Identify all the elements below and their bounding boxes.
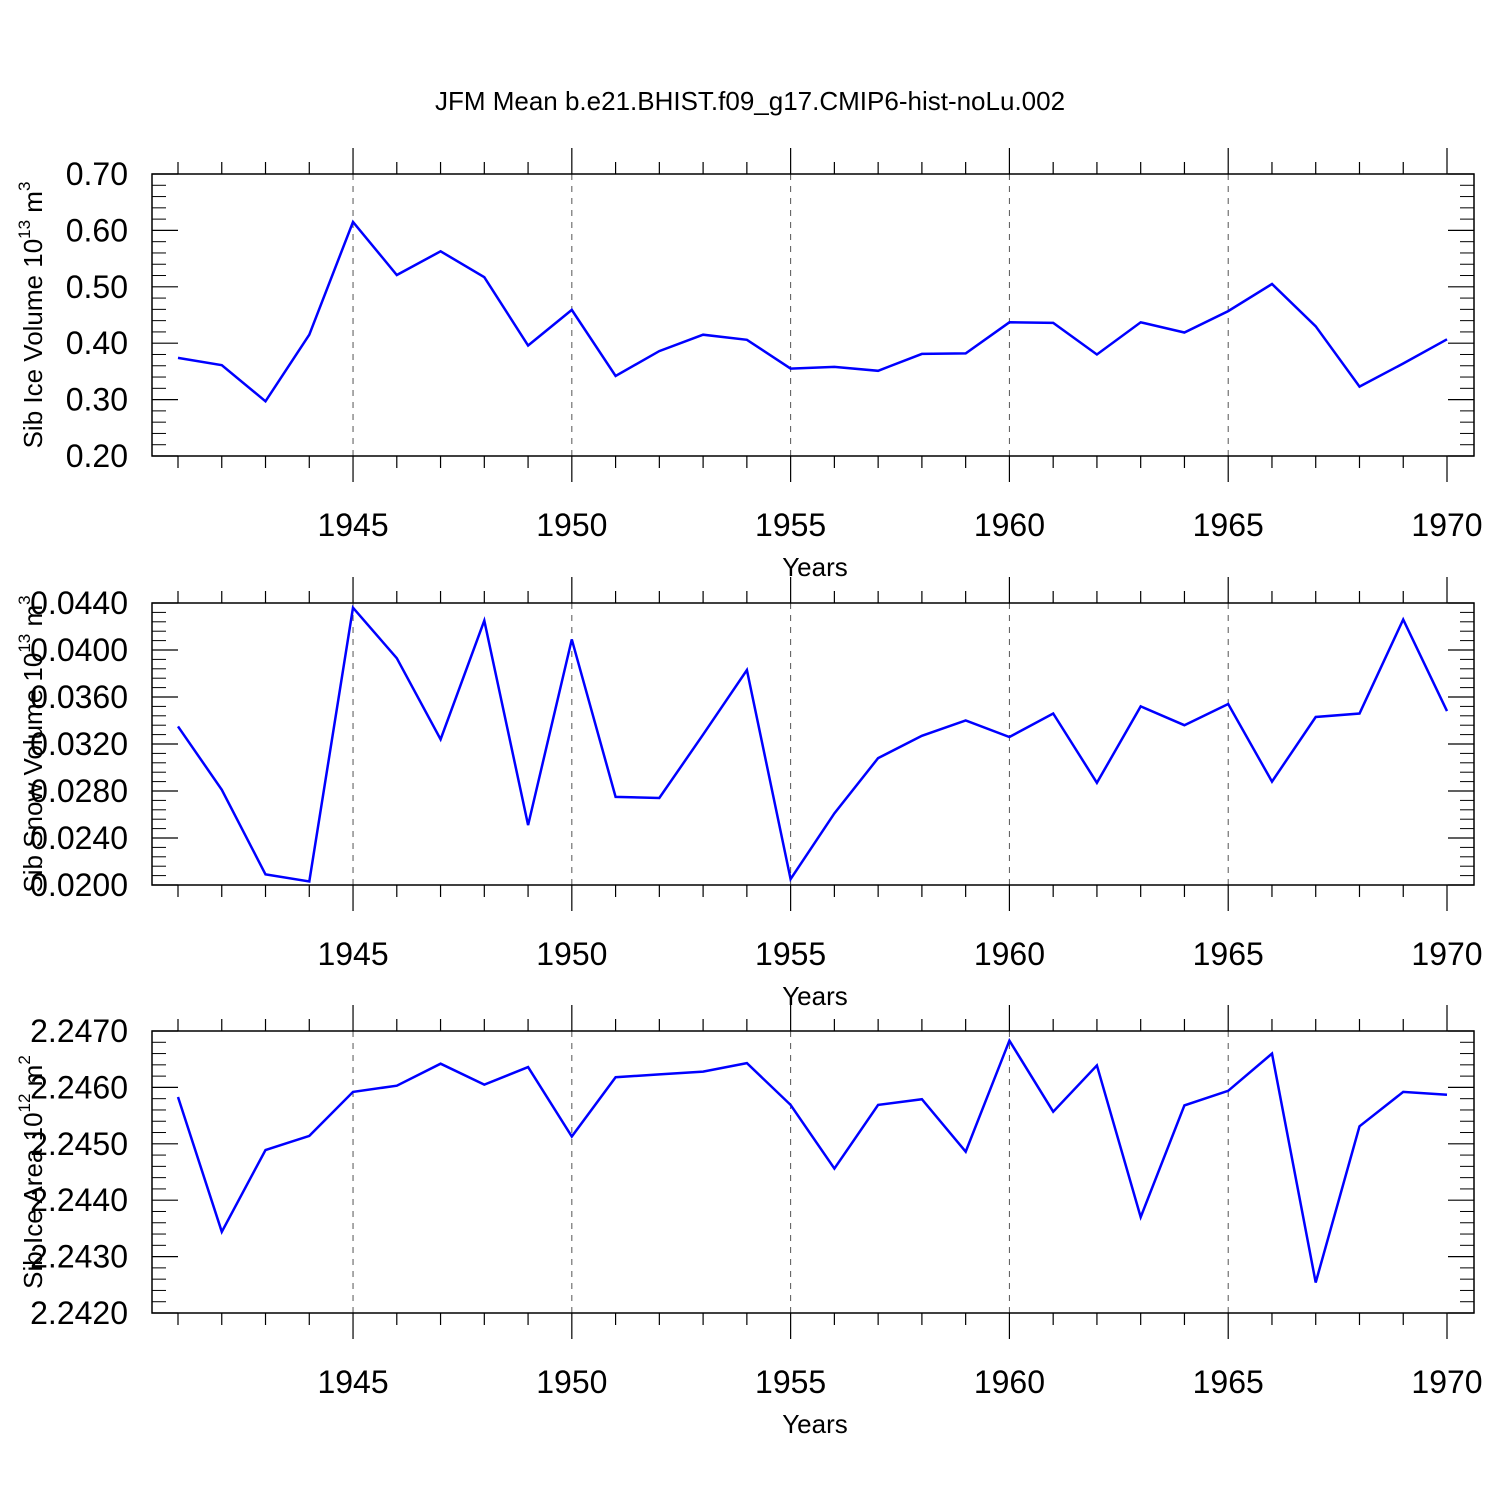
x-tick-label: 1955 bbox=[755, 1364, 826, 1400]
y-tick-label: 0.40 bbox=[66, 325, 128, 361]
x-tick-label: 1970 bbox=[1411, 1364, 1482, 1400]
data-series-line bbox=[176, 1037, 1448, 1283]
y-tick-label: 0.0320 bbox=[30, 726, 128, 762]
panel-1: 0.20 0.30 0.40 0.50 0.60 0.70 1945 1950 1955 1960… bbox=[15, 148, 1483, 582]
y-tick-label: 0.0240 bbox=[30, 820, 128, 856]
y-tick-label: 0.30 bbox=[66, 382, 128, 418]
y-tick-label: 2.2440 bbox=[30, 1182, 128, 1218]
x-axis-label: Years bbox=[782, 552, 848, 582]
y-tick-label: 0.20 bbox=[66, 438, 128, 474]
x-axis-label: Years bbox=[782, 1409, 848, 1439]
x-tick-label: 1945 bbox=[317, 936, 388, 972]
x-tick-label: 1965 bbox=[1193, 936, 1264, 972]
x-tick-label: 1950 bbox=[536, 507, 607, 543]
y-tick-label: 0.0360 bbox=[30, 679, 128, 715]
x-tick-label: 1950 bbox=[536, 1364, 607, 1400]
y-tick-label: 0.50 bbox=[66, 269, 128, 305]
plot-frame bbox=[151, 173, 1475, 457]
x-tick-label: 1960 bbox=[974, 507, 1045, 543]
y-tick-label: 0.0440 bbox=[30, 585, 128, 621]
y-axis-label: Sib Ice Volume 1013 m3 bbox=[15, 182, 48, 449]
x-tick-label: 1945 bbox=[317, 507, 388, 543]
panel-2: 0.0200 0.0240 0.0280 0.0320 0.0360 0.0400 0.04… bbox=[15, 577, 1483, 1011]
x-tick-label: 1950 bbox=[536, 936, 607, 972]
y-tick-label: 2.2420 bbox=[30, 1295, 128, 1331]
data-series-line bbox=[177, 219, 1448, 404]
x-tick-label: 1965 bbox=[1193, 1364, 1264, 1400]
x-tick-label: 1955 bbox=[755, 507, 826, 543]
y-tick-label: 2.2450 bbox=[30, 1126, 128, 1162]
panel-3: 2.2420 2.2430 2.2440 2.2450 2.2460 2.2470 1945… bbox=[15, 1005, 1483, 1439]
x-tick-label: 1945 bbox=[317, 1364, 388, 1400]
y-tick-label: 0.70 bbox=[66, 156, 128, 192]
data-series-line bbox=[176, 604, 1449, 883]
y-tick-label: 0.0280 bbox=[30, 773, 128, 809]
y-tick-label: 0.60 bbox=[66, 212, 128, 248]
y-axis-label: Sib Snow Volume 1013 m3 bbox=[15, 595, 48, 892]
x-tick-label: 1965 bbox=[1193, 507, 1264, 543]
x-tick-label: 1960 bbox=[974, 936, 1045, 972]
chart-title: JFM Mean b.e21.BHIST.f09_g17.CMIP6-hist-… bbox=[435, 86, 1065, 116]
y-tick-label: 2.2430 bbox=[30, 1239, 128, 1275]
y-tick-label: 2.2460 bbox=[30, 1069, 128, 1105]
x-tick-label: 1960 bbox=[974, 1364, 1045, 1400]
plot-frame bbox=[151, 1030, 1475, 1314]
x-tick-label: 1955 bbox=[755, 936, 826, 972]
y-tick-label: 0.0400 bbox=[30, 632, 128, 668]
y-axis-label: Sib Ice Area 1012 m2 bbox=[15, 1055, 48, 1289]
plot-frame bbox=[151, 602, 1475, 886]
x-axis-label: Years bbox=[782, 981, 848, 1011]
x-tick-label: 1970 bbox=[1411, 507, 1482, 543]
x-tick-label: 1970 bbox=[1411, 936, 1482, 972]
y-tick-label: 2.2470 bbox=[30, 1013, 128, 1049]
y-tick-label: 0.0200 bbox=[30, 867, 128, 903]
